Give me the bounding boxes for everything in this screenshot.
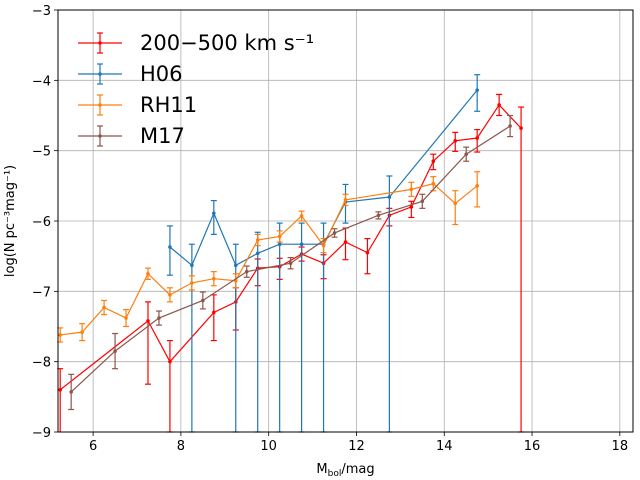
data-point [255,251,260,256]
data-point [332,231,337,235]
legend-label: 200−500 km s⁻¹ [140,31,314,55]
series-3 [68,114,514,411]
series-2 [57,171,481,343]
data-point [58,388,62,392]
data-point [69,390,73,394]
data-point [212,211,216,216]
data-point [201,298,205,303]
data-point [475,136,479,140]
data-point [343,198,348,202]
y-axis-label: log(N pc⁻³mag⁻¹) [3,165,18,277]
data-point [475,88,479,92]
x-tick-label: 8 [177,439,185,454]
legend-marker [98,103,102,107]
data-point [299,214,304,218]
data-point [409,205,414,209]
data-point [58,333,62,337]
legend-label: H06 [140,62,183,86]
series-layer [57,74,525,433]
data-point [288,261,293,266]
x-tick-label: 10 [260,439,277,454]
data-point [233,263,238,268]
data-point [146,271,150,276]
y-tick-label: −4 [32,74,51,89]
data-point [409,187,414,192]
data-point [255,238,260,242]
data-point [277,242,282,247]
x-tick-label: 18 [612,439,629,454]
data-point [387,195,392,199]
x-tick-label: 12 [348,439,365,454]
legend-marker [98,72,102,76]
data-point [420,199,425,204]
series-line [59,103,522,391]
data-point [212,310,216,315]
data-point [508,124,512,128]
series-1 [166,74,481,433]
legend-marker [98,41,102,45]
y-tick-label: −7 [32,285,51,300]
data-point [277,234,282,239]
data-point [190,281,194,285]
legend-label: M17 [140,124,185,148]
data-point [80,330,84,334]
series-line [60,183,478,336]
data-point [146,319,150,323]
data-point [113,349,117,353]
data-point [124,316,128,320]
data-point [453,139,458,143]
x-tick-label: 16 [524,439,541,454]
data-point [102,305,106,310]
y-tick-label: −8 [32,356,51,371]
data-point [464,152,469,156]
data-point [453,201,458,206]
legend: 200−500 km s⁻¹ H06 RH11 M17 [78,31,314,148]
data-point [365,250,370,255]
axis-ticks: 6 8 10 12 14 16 18 −9 −8 −7 −6 −5 −4 −3 [32,4,628,454]
y-tick-label: −9 [32,426,51,441]
data-point [168,245,172,249]
data-point [244,269,249,274]
data-point [168,359,172,364]
y-tick-label: −3 [32,4,51,19]
x-tick-label: 6 [89,439,97,454]
data-point [321,243,326,248]
data-point [212,276,216,281]
data-point [168,293,172,297]
data-point [497,103,501,107]
legend-marker [98,134,102,138]
y-tick-label: −6 [32,215,51,230]
legend-label: RH11 [140,93,197,117]
data-point [299,242,304,247]
data-point [475,184,479,188]
data-point [157,316,161,320]
data-point [431,159,436,164]
data-point [343,240,348,244]
data-point [190,263,194,268]
data-point [431,181,436,186]
x-axis-label: Mbol/mag [316,462,374,479]
data-point [519,126,523,130]
y-tick-label: −5 [32,145,51,160]
data-point [376,213,381,218]
x-tick-label: 14 [436,439,453,454]
